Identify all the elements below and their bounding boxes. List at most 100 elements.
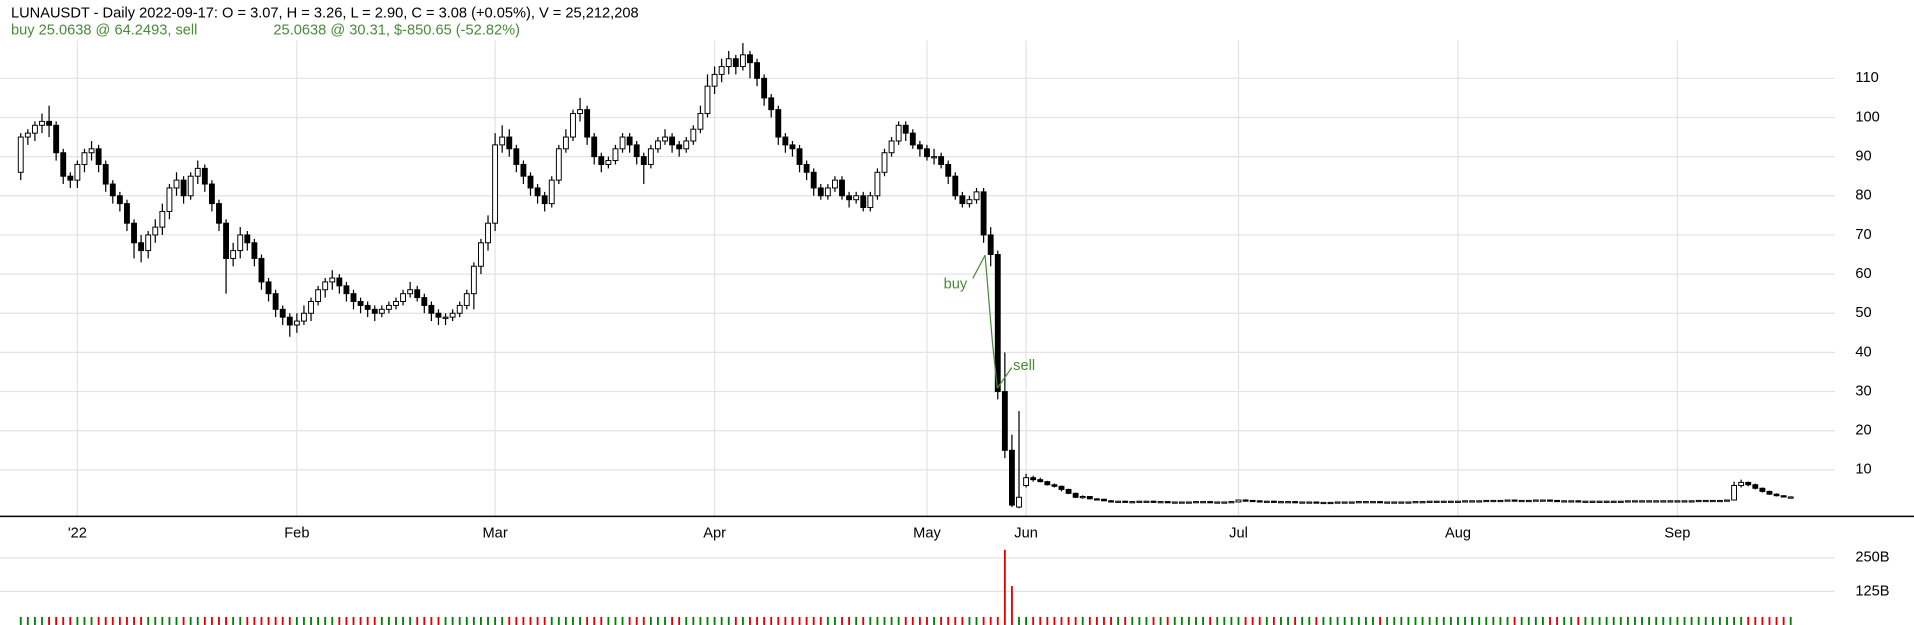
x-tick-label: Aug <box>1445 525 1471 541</box>
volume-bar <box>1365 616 1367 625</box>
volume-bar <box>529 616 532 625</box>
trade-summary-right: 25.0638 @ 30.31, $-850.65 (-52.82%) <box>273 22 520 38</box>
volume-bar <box>83 616 86 625</box>
candle-body <box>527 175 534 189</box>
volume-bar <box>855 616 858 625</box>
candle-body <box>1072 492 1079 498</box>
volume-bar <box>1634 616 1636 625</box>
candle-body <box>662 136 668 142</box>
volume-bar <box>317 616 320 625</box>
candle-body <box>952 175 959 197</box>
candle-body <box>449 312 456 318</box>
volume-bar <box>1060 616 1063 625</box>
candle-body <box>1462 500 1468 503</box>
x-tick-label: May <box>913 525 941 541</box>
volume-bar <box>579 616 581 625</box>
volume-bar <box>324 616 327 625</box>
candle-body <box>782 136 789 146</box>
volume-bar <box>1492 616 1495 625</box>
volume-bar <box>876 616 879 625</box>
volume-bar <box>147 616 150 625</box>
candle-body <box>308 301 314 314</box>
candle-body <box>888 140 895 154</box>
candle-body <box>1398 501 1405 504</box>
volume-bar <box>310 616 312 625</box>
y-tick-label: 30 <box>1855 383 1871 399</box>
volume-bar <box>1003 549 1006 625</box>
candle-body <box>1426 500 1433 503</box>
volume-bar <box>1336 616 1339 625</box>
volume-bar <box>1053 616 1056 625</box>
candle-body <box>478 242 484 267</box>
candle-body <box>562 136 569 150</box>
volume-bar <box>586 616 589 625</box>
volume-bar <box>508 616 511 625</box>
volume-bar <box>338 616 341 625</box>
candle-body <box>1624 500 1631 503</box>
volume-bar <box>295 616 298 625</box>
y-tick-label: 100 <box>1855 109 1879 125</box>
volume-bar <box>1372 616 1374 625</box>
volume-bar <box>1421 616 1424 625</box>
candle-body <box>1575 500 1582 503</box>
candle-body <box>499 136 506 146</box>
volume-bar <box>458 616 461 625</box>
trade-line <box>984 255 998 389</box>
volume-bar <box>444 616 447 625</box>
x-tick-label: '22 <box>68 525 87 541</box>
volume-bar <box>494 616 497 625</box>
candle-body <box>470 265 477 295</box>
candle-body <box>81 152 88 165</box>
volume-bar <box>1329 616 1332 625</box>
volume-bar <box>1641 616 1643 625</box>
volume-bar <box>1775 616 1778 625</box>
volume-bar <box>1726 616 1728 625</box>
candle-body <box>201 167 208 185</box>
volume-bar <box>1662 616 1665 625</box>
candle-body <box>1547 499 1553 502</box>
volume-bar <box>1619 616 1622 625</box>
candle-body <box>1766 490 1773 495</box>
volume-bar <box>210 616 213 625</box>
candle-body <box>88 148 95 154</box>
y-tick-label: 50 <box>1855 305 1871 321</box>
volume-bar <box>1315 616 1318 625</box>
volume-bar <box>1655 616 1658 625</box>
candle-body <box>860 195 867 209</box>
volume-bar <box>62 616 65 625</box>
candle-body <box>669 136 676 146</box>
candle-body <box>1306 501 1313 504</box>
volume-bar <box>1683 616 1686 625</box>
candle-body <box>159 210 166 228</box>
candle-body <box>655 140 661 150</box>
volume-bar <box>175 616 178 625</box>
candle-body <box>506 136 513 150</box>
volume-bar <box>1025 616 1028 625</box>
volume-bar <box>1386 616 1389 625</box>
volume-bar <box>1669 616 1672 625</box>
volume-bar <box>104 616 107 625</box>
volume-bar <box>572 616 574 625</box>
candle-body <box>803 163 810 173</box>
candle-body <box>697 113 704 130</box>
candle-body <box>1150 500 1157 503</box>
volume-bar <box>1563 616 1566 625</box>
candle-body <box>1370 501 1376 504</box>
volume-bar <box>1202 616 1205 625</box>
volume-bar <box>1188 616 1190 625</box>
volume-bar <box>1131 616 1134 625</box>
volume-bar <box>1343 616 1346 625</box>
volume-bar <box>1138 616 1141 625</box>
volume-bar <box>451 616 454 625</box>
candle-body <box>973 191 980 201</box>
candle-body <box>251 242 258 259</box>
candle-body <box>768 97 775 111</box>
volume-bar <box>1159 616 1162 625</box>
volume-bar <box>890 616 893 625</box>
y-tick-label: 20 <box>1855 423 1871 439</box>
candle-body <box>244 234 251 244</box>
candle-body <box>584 109 591 138</box>
candle-body <box>626 136 633 146</box>
candle-body <box>1320 501 1327 505</box>
y-tick-label: 90 <box>1855 149 1871 165</box>
